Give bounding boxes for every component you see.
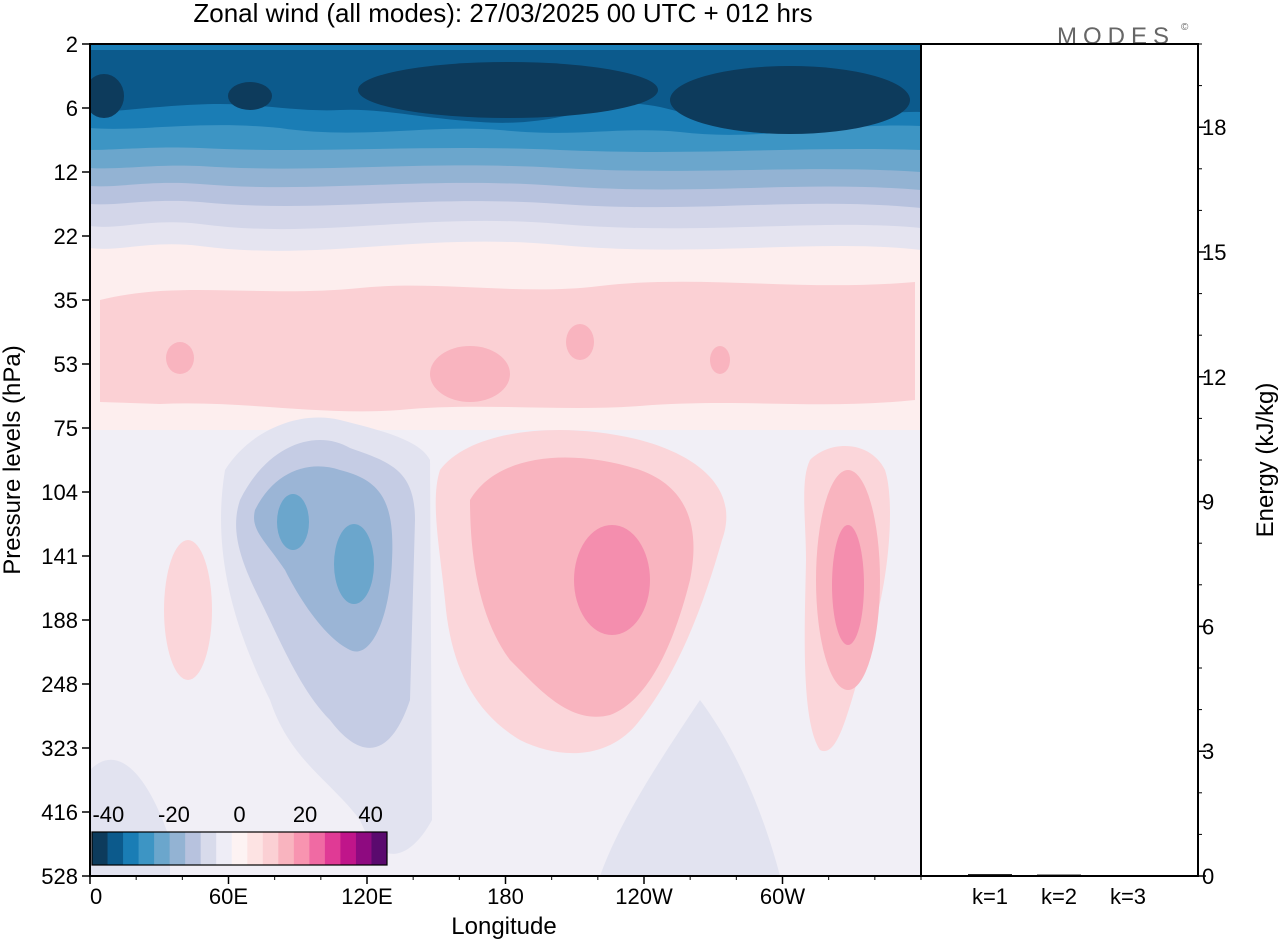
x-axis-title: Longitude [451, 913, 556, 940]
contour-band-15 [166, 342, 194, 374]
zonal-wind-heatmap [89, 43, 922, 877]
y-tick-label: 22 [54, 224, 78, 249]
colorbar-swatch [216, 832, 233, 865]
wavenumber-axis: k=1 k=2 k=3 [972, 884, 1146, 909]
y-tick-label: 188 [41, 608, 78, 633]
contour-band--5 [600, 700, 780, 876]
y-tick-label: 12 [54, 160, 78, 185]
colorbar-swatches [92, 832, 388, 865]
y-axis-title: Pressure levels (hPa) [0, 345, 26, 574]
contour-core-easterly [90, 74, 124, 118]
chart-title: Zonal wind (all modes): 27/03/2025 00 UT… [193, 0, 812, 28]
colorbar-swatch [169, 832, 186, 865]
wavenumber-label: k=1 [972, 884, 1008, 909]
colorbar-swatch [247, 832, 264, 865]
contour-band-15 [566, 324, 594, 360]
colorbar-swatch [154, 832, 171, 865]
colorbar-swatch [92, 832, 109, 865]
energy-bar [968, 874, 1012, 877]
colorbar-labels: -40 -20 0 20 40 [92, 802, 382, 827]
colorbar-swatch [309, 832, 326, 865]
contour-band-20 [574, 525, 650, 635]
colorbar-swatch [355, 832, 372, 865]
contour-band-10 [100, 281, 915, 412]
contour-band--20 [334, 524, 374, 604]
energy-bar [1106, 875, 1150, 877]
contour-band-15 [710, 346, 730, 374]
contour-fills [90, 44, 921, 876]
colorbar-swatch [371, 832, 388, 865]
colorbar-tick-label: 0 [233, 802, 245, 827]
longitude-axis: 0 60E 120E 180 120W 60W [89, 876, 922, 909]
contour-band--20 [277, 494, 309, 550]
colorbar-swatch [200, 832, 217, 865]
wavenumber-label: k=3 [1110, 884, 1146, 909]
colorbar: -40 -20 0 20 40 [91, 802, 388, 866]
y-tick-label: 75 [54, 416, 78, 441]
y-tick-label: 6 [66, 96, 78, 121]
colorbar-tick-label: -20 [158, 802, 190, 827]
colorbar-swatch [324, 832, 341, 865]
energy-panel: 0 3 6 9 12 15 18 k=1 k=2 k=3 Energy (kJ/kg) [920, 43, 1279, 909]
colorbar-frame [91, 831, 388, 866]
x-tick-label: 180 [487, 884, 524, 909]
contour-core-easterly [228, 82, 272, 110]
colorbar-swatch [231, 832, 248, 865]
y-tick-label: 323 [41, 736, 78, 761]
y-tick-label: 528 [41, 864, 78, 889]
x-tick-label: 60E [209, 884, 248, 909]
energy-tick-label: 0 [1202, 864, 1214, 889]
energy-bars [968, 874, 1150, 877]
energy-tick-label: 3 [1202, 739, 1214, 764]
colorbar-swatch [293, 832, 310, 865]
colorbar-swatch [138, 832, 155, 865]
y-tick-label: 35 [54, 288, 78, 313]
wavenumber-label: k=2 [1041, 884, 1077, 909]
contour-band-10 [164, 540, 212, 680]
colorbar-tick-label: 20 [293, 802, 317, 827]
pressure-axis: 2 6 12 22 35 53 75 104 141 188 248 323 416 528 [41, 32, 90, 889]
contour-band-20 [832, 525, 864, 645]
colorbar-tick-label: -40 [92, 802, 124, 827]
energy-tick-label: 15 [1202, 240, 1226, 265]
brand-mark: © [1181, 22, 1189, 33]
energy-tick-label: 18 [1202, 115, 1226, 140]
y-tick-label: 248 [41, 672, 78, 697]
colorbar-swatch [107, 832, 124, 865]
colorbar-swatch [262, 832, 279, 865]
y-tick-label: 416 [41, 800, 78, 825]
energy-tick-label: 9 [1202, 490, 1214, 515]
colorbar-swatch [278, 832, 295, 865]
energy-frame [920, 43, 1199, 877]
colorbar-swatch [340, 832, 357, 865]
x-tick-label: 60W [760, 884, 805, 909]
contour-core-easterly [670, 66, 910, 134]
energy-tick-label: 6 [1202, 614, 1214, 639]
x-tick-label: 120E [341, 884, 392, 909]
y-tick-label: 141 [41, 544, 78, 569]
y-tick-label: 104 [41, 480, 78, 505]
energy-tick-label: 12 [1202, 365, 1226, 390]
colorbar-swatch [185, 832, 202, 865]
x-tick-label: 120W [615, 884, 673, 909]
energy-axis-title: Energy (kJ/kg) [1252, 383, 1279, 538]
contour-core-easterly [358, 62, 658, 118]
y-tick-label: 2 [66, 32, 78, 57]
contour-band-15 [430, 346, 510, 402]
x-tick-label: 0 [90, 884, 102, 909]
energy-bar [1037, 874, 1081, 877]
colorbar-tick-label: 40 [358, 802, 382, 827]
colorbar-swatch [123, 832, 140, 865]
energy-axis: 0 3 6 9 12 15 18 [1198, 43, 1226, 889]
y-tick-label: 53 [54, 352, 78, 377]
